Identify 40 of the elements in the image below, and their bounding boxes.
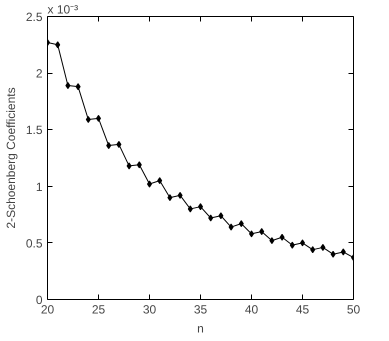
point: [238, 220, 244, 228]
point: [167, 194, 172, 202]
point: [106, 142, 112, 150]
point: [188, 205, 193, 212]
x-tick-label: 20: [40, 302, 54, 316]
x-tick-label: 35: [194, 302, 208, 316]
y-tick-label: 0.5: [26, 236, 43, 250]
x-axis-title: n: [197, 322, 204, 336]
point: [340, 248, 346, 256]
point: [126, 162, 132, 170]
point: [178, 192, 183, 199]
point: [55, 41, 60, 48]
x-tick-label: 50: [346, 302, 360, 316]
point: [310, 246, 316, 254]
y-tick-label: 2.5: [26, 10, 43, 24]
y-tick-label: 1: [36, 180, 43, 194]
point: [86, 116, 91, 124]
point: [218, 212, 224, 220]
point: [290, 242, 295, 249]
point: [136, 161, 142, 168]
point: [269, 237, 274, 244]
point: [320, 244, 326, 251]
point: [280, 234, 285, 241]
x-tick-label: 40: [244, 302, 258, 316]
x-tick-label: 30: [142, 302, 156, 316]
point: [330, 250, 336, 258]
y-tick-label: 0: [36, 293, 43, 307]
point: [76, 83, 81, 90]
y-tick-label: 1.5: [26, 123, 43, 138]
point: [208, 214, 214, 222]
point: [228, 224, 234, 231]
x-tick-label: 45: [296, 302, 310, 316]
point: [157, 177, 162, 184]
y-tick-label: 2: [36, 66, 43, 81]
y-axis-title: 2-Schoenberg Coefficients: [4, 87, 18, 229]
point: [116, 140, 122, 148]
text: x 10⁻³: [48, 2, 78, 16]
point: [259, 228, 264, 236]
point: [65, 82, 70, 90]
x-tick-label: 25: [92, 302, 106, 316]
